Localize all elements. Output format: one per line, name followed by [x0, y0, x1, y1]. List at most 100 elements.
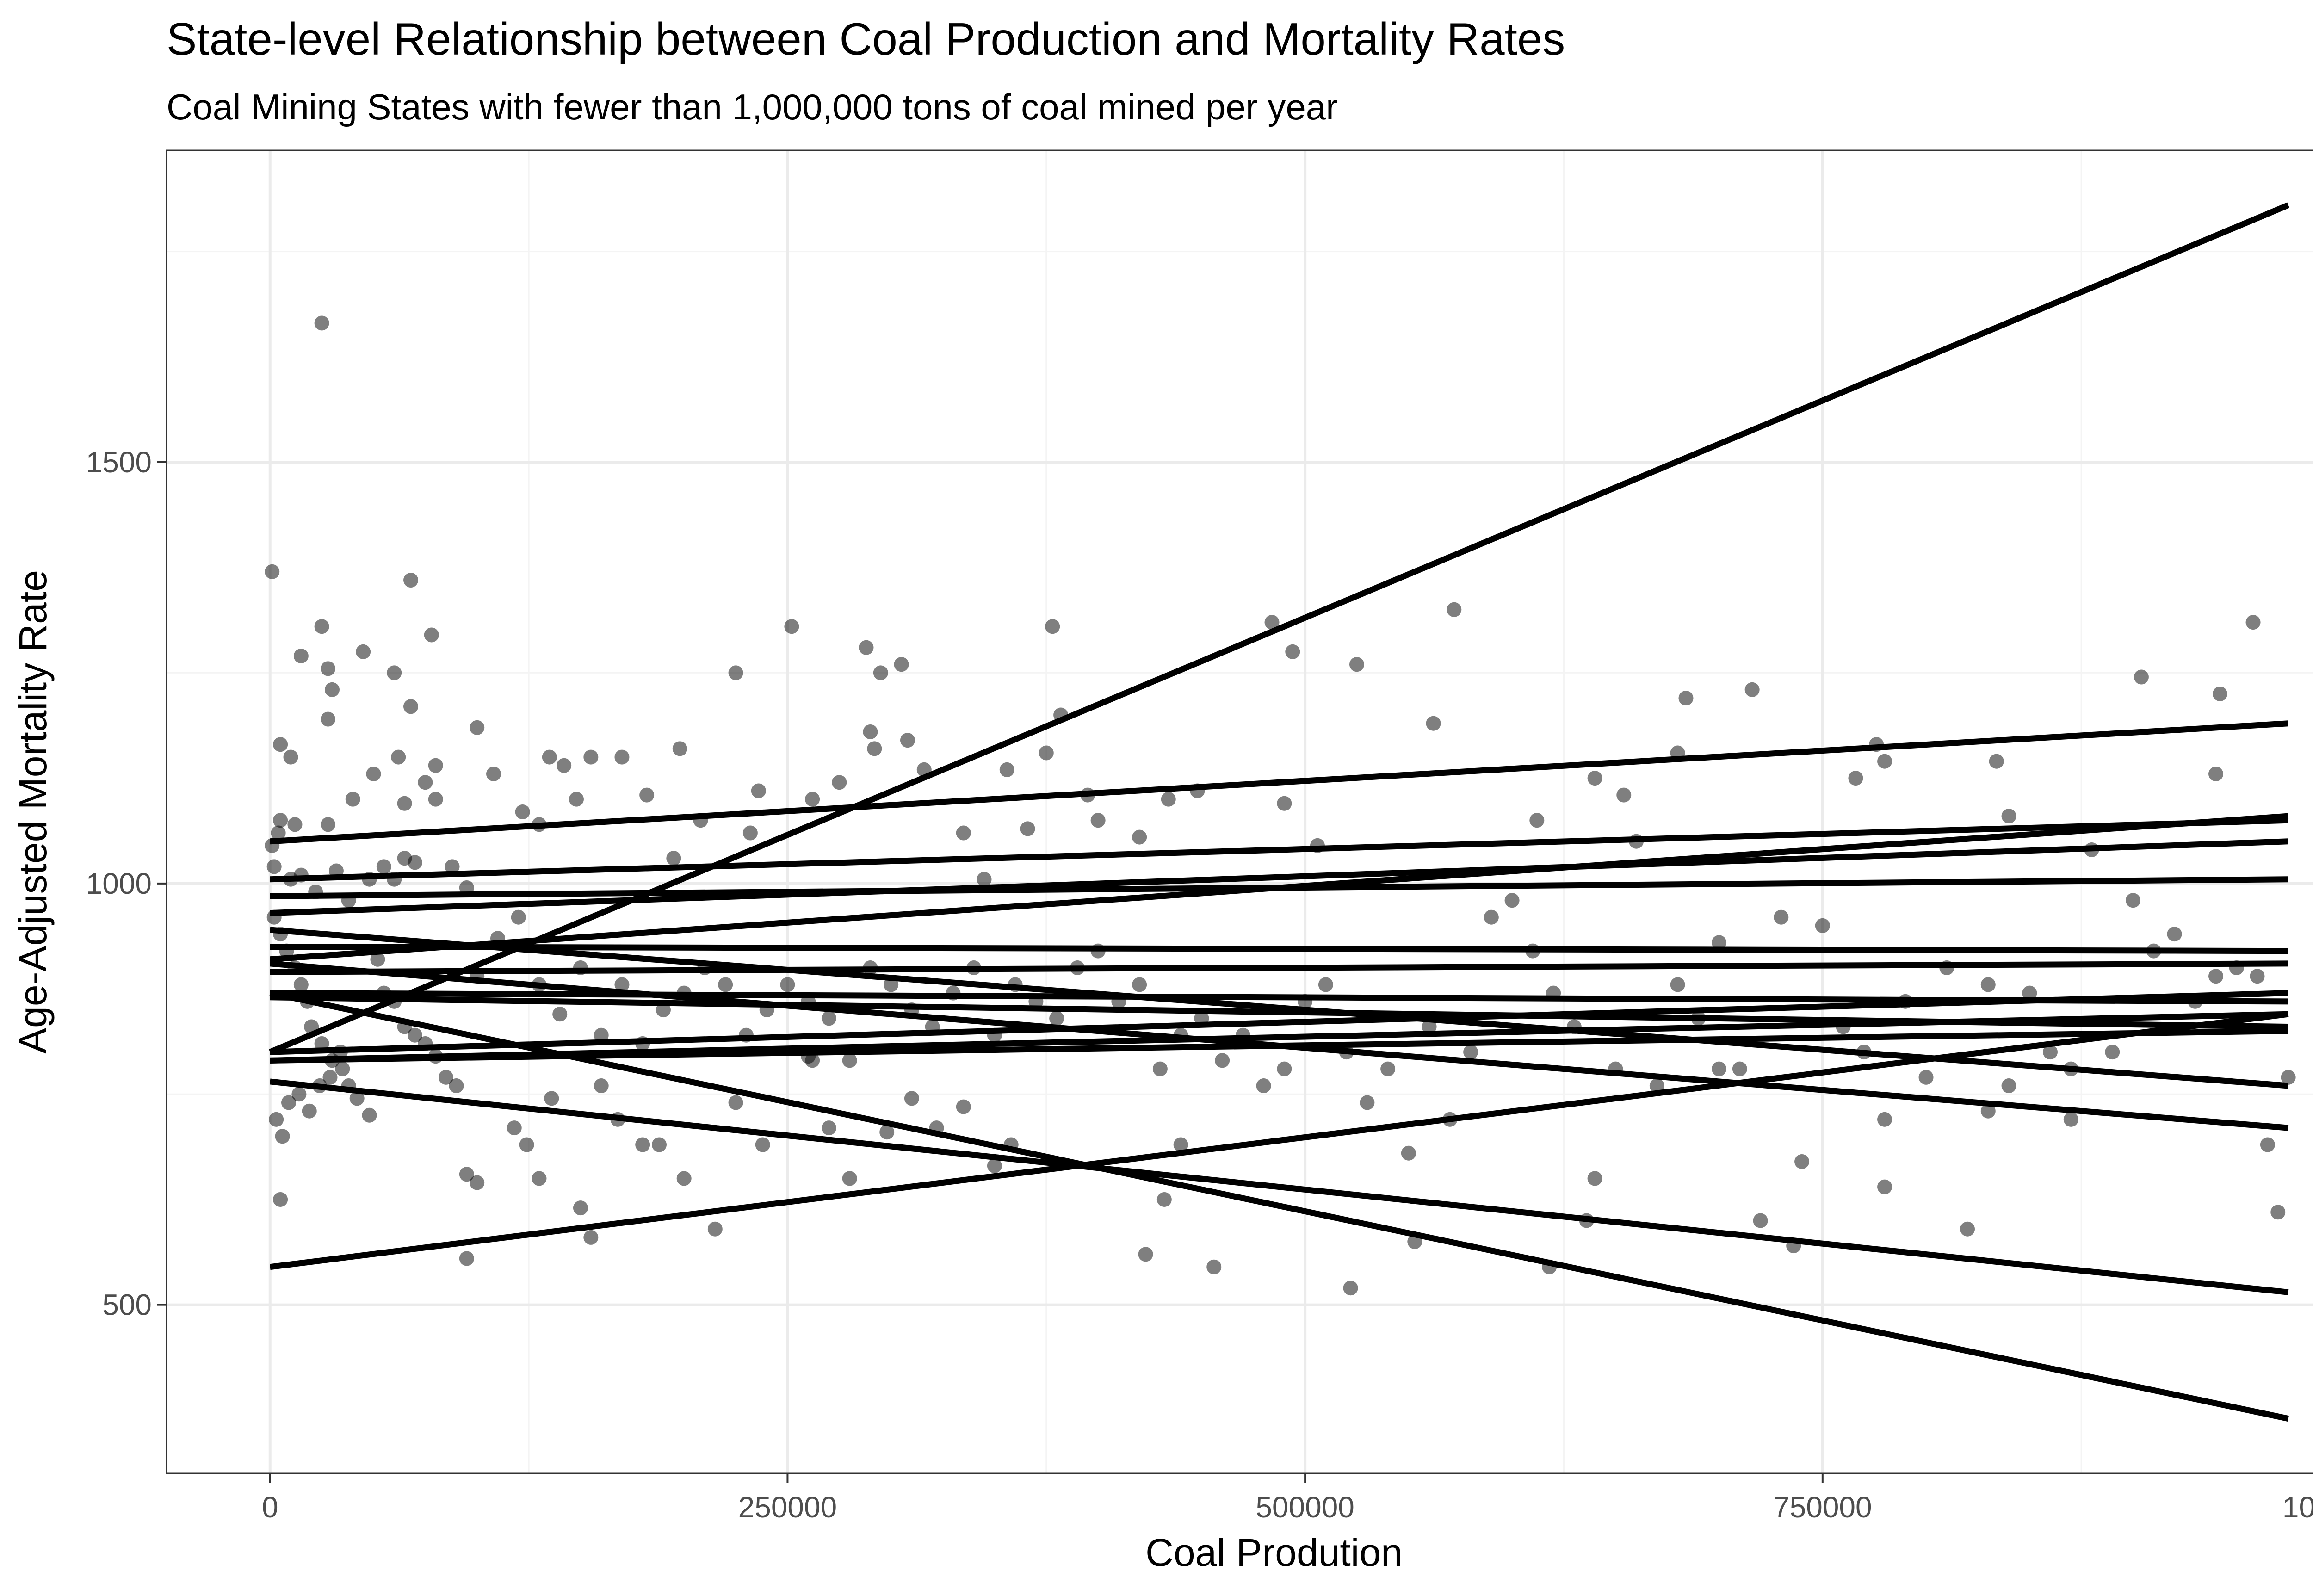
data-points [265, 315, 2296, 1296]
data-point [1587, 771, 1602, 786]
data-point [293, 977, 309, 992]
fit-line [270, 990, 2288, 1055]
data-point [1525, 943, 1540, 959]
data-point [614, 749, 630, 765]
data-point [1856, 1045, 1872, 1060]
data-point [459, 1167, 474, 1182]
data-point [1815, 918, 1830, 933]
data-point [728, 665, 743, 680]
data-point [1786, 1238, 1801, 1254]
data-point [321, 711, 336, 727]
data-point [614, 977, 630, 992]
data-point [2260, 1137, 2275, 1152]
data-point [2188, 994, 2203, 1009]
data-point [370, 952, 385, 967]
data-point [1407, 1234, 1422, 1250]
fit-line [269, 202, 2290, 1055]
x-tick-label: 750000 [1773, 1491, 1872, 1524]
data-point [842, 1053, 857, 1068]
data-point [707, 1221, 723, 1237]
data-point [879, 1125, 895, 1140]
data-point [1546, 985, 1561, 1001]
data-point [755, 1137, 770, 1152]
data-point [1090, 813, 1106, 828]
data-point [693, 813, 708, 828]
data-point [1003, 1137, 1019, 1152]
data-point [1542, 1259, 1557, 1274]
data-point [1848, 771, 1863, 786]
data-point [1070, 960, 1085, 976]
data-point [2043, 1045, 2058, 1060]
data-point [490, 931, 505, 946]
data-point [728, 1095, 743, 1110]
fit-line [270, 960, 2289, 1131]
data-point [335, 1061, 350, 1076]
data-point [324, 682, 340, 697]
data-point [470, 969, 485, 984]
data-point [356, 644, 371, 659]
data-point [1960, 1221, 1975, 1237]
data-point [929, 1120, 944, 1136]
data-point [1045, 619, 1060, 634]
data-point [302, 1103, 317, 1119]
data-point [956, 1099, 971, 1114]
data-point [2229, 960, 2244, 976]
data-point [449, 1078, 464, 1094]
data-point [1566, 1019, 1582, 1034]
data-point [666, 851, 681, 866]
x-axis: 0 250000 500000 750000 1000000 [262, 1473, 2313, 1524]
data-point [314, 1036, 329, 1051]
data-point [266, 909, 282, 925]
data-point [362, 872, 377, 887]
data-point [552, 1007, 568, 1022]
data-point [349, 1091, 365, 1106]
data-point [1138, 1247, 1153, 1262]
data-point [387, 872, 402, 887]
data-point [532, 1171, 547, 1186]
data-point [573, 960, 588, 976]
data-point [1670, 977, 1685, 992]
data-point [287, 960, 303, 976]
data-point [544, 1091, 559, 1106]
data-point [428, 792, 443, 807]
data-point [639, 787, 655, 803]
chart-title: State-level Relationship between Coal Pr… [167, 13, 1565, 64]
data-point [1877, 1179, 1892, 1194]
data-point [519, 1137, 534, 1152]
data-point [2063, 1061, 2078, 1076]
data-point [1691, 1011, 1706, 1026]
fit-line [270, 927, 2289, 1089]
data-point [832, 775, 847, 790]
data-point [904, 1091, 919, 1106]
data-point [1152, 1061, 1168, 1076]
data-point [2208, 767, 2224, 782]
fit-line [270, 1078, 2289, 1295]
data-point [1264, 615, 1280, 630]
data-point [2212, 686, 2227, 701]
data-point [842, 1171, 857, 1186]
data-point [341, 893, 356, 908]
fit-line [270, 838, 2288, 916]
data-point [1156, 1192, 1172, 1207]
fit-line [270, 813, 2289, 963]
data-point [1898, 994, 1913, 1009]
data-point [583, 749, 599, 765]
data-point [470, 720, 485, 735]
data-point [2146, 943, 2161, 959]
data-point [738, 1027, 754, 1043]
data-point [1190, 783, 1205, 798]
fit-line [270, 720, 2289, 845]
data-point [656, 1002, 671, 1018]
data-point [341, 1078, 356, 1094]
data-point [1285, 644, 1300, 659]
fit-lines [269, 202, 2290, 1422]
data-point [511, 909, 526, 925]
data-point [542, 749, 557, 765]
data-point [321, 661, 336, 676]
data-point [1020, 821, 1035, 836]
data-point [1277, 796, 1292, 811]
fit-line [270, 994, 2288, 1030]
data-point [1318, 977, 1333, 992]
data-point [515, 804, 530, 819]
data-point [1794, 1154, 1810, 1169]
